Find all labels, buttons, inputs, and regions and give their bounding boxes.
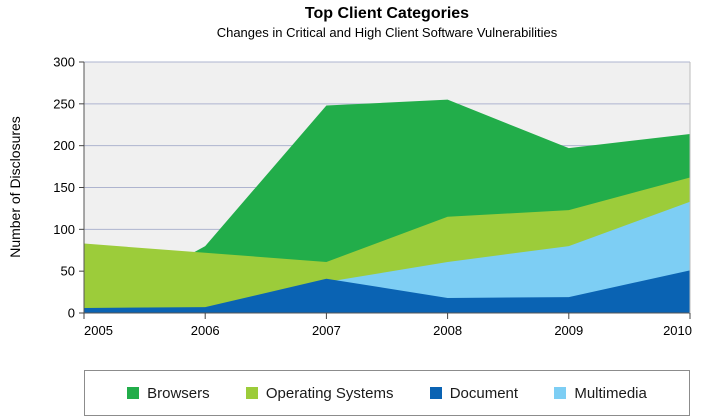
y-tick-label: 150 [53,180,75,195]
y-tick-label: 300 [53,55,75,70]
legend-item-document: Document [429,384,519,402]
area-multimedia [84,201,690,313]
x-tick-label: 2008 [433,323,462,338]
chart-title: Top Client Categories [305,5,469,22]
legend-swatch [554,387,567,399]
areas [84,99,690,314]
y-axis-label: Number of Disclosures [7,116,23,258]
x-tick-label: 2009 [554,323,583,338]
legend-swatch [245,387,258,399]
x-tick-labels: 2005 2006 2007 2008 2009 2010 [83,313,692,338]
x-tick-label: 2007 [312,323,341,338]
legend: Browsers Operating Systems Document Multime… [84,370,690,416]
y-tick-label: 250 [53,96,75,111]
y-tick-label: 50 [61,264,75,279]
legend-item-operating-systems: Operating Systems [245,384,394,402]
legend-item-browsers: Browsers [127,385,210,402]
chart: Top Client Categories Changes in Critica… [7,5,692,338]
legend-swatch [429,387,442,399]
y-tick-label: 0 [68,306,75,321]
chart-subtitle: Changes in Critical and High Client Soft… [217,25,558,40]
y-tick-label: 200 [53,138,75,153]
x-tick-label: 2006 [191,323,220,338]
legend-label: Document [449,384,519,402]
y-tick-label: 100 [53,222,75,237]
x-tick-label: 2010 [663,323,692,338]
legend-label: Operating Systems [265,384,394,402]
y-tick-labels: 0 50 100 150 200 250 300 [53,55,84,321]
legend-swatch [127,387,140,399]
x-tick-label: 2005 [84,323,113,338]
area-document [84,270,690,313]
legend-label: Browsers [147,384,210,402]
legend-item-multimedia: Multimedia [554,385,647,402]
legend-label: Multimedia [574,384,647,402]
